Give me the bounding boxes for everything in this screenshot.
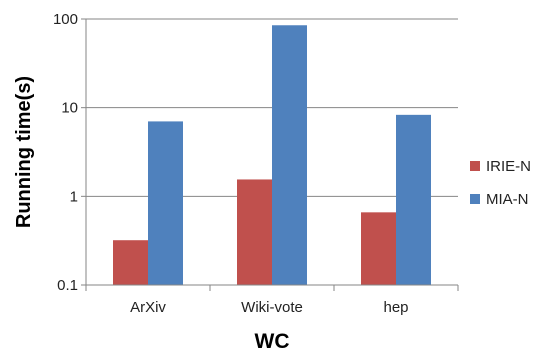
x-category-label-Wiki-vote: Wiki-vote — [241, 299, 303, 316]
legend: IRIE-N MIA-N — [470, 158, 531, 208]
y-axis-title: Running time(s) — [13, 76, 35, 228]
x-category-label-ArXiv: ArXiv — [130, 299, 166, 316]
y-tick-label-10: 10 — [61, 100, 78, 117]
legend-swatch-IRIE-N — [470, 161, 480, 171]
legend-label-IRIE-N: IRIE-N — [486, 158, 531, 175]
legend-swatch-MIA-N — [470, 194, 480, 204]
bar-IRIE-N-ArXiv — [113, 240, 148, 285]
bar-MIA-N-ArXiv — [148, 121, 183, 285]
y-tick-label-100: 100 — [53, 11, 78, 28]
x-category-label-hep: hep — [383, 299, 408, 316]
axes — [85, 19, 459, 291]
legend-label-MIA-N: MIA-N — [486, 191, 529, 208]
x-axis-title: WC — [255, 330, 290, 353]
bars — [113, 25, 431, 286]
y-tick-labels: 0.1 1 10 100 — [53, 11, 78, 294]
x-category-labels: ArXiv Wiki-vote hep — [130, 299, 408, 316]
bar-MIA-N-Wiki-vote — [272, 25, 307, 286]
y-tick-label-0.1: 0.1 — [57, 277, 78, 294]
bar-IRIE-N-hep — [361, 212, 396, 285]
y-tick-label-1: 1 — [70, 188, 78, 205]
bar-IRIE-N-Wiki-vote — [237, 179, 272, 285]
bar-MIA-N-hep — [396, 114, 431, 286]
